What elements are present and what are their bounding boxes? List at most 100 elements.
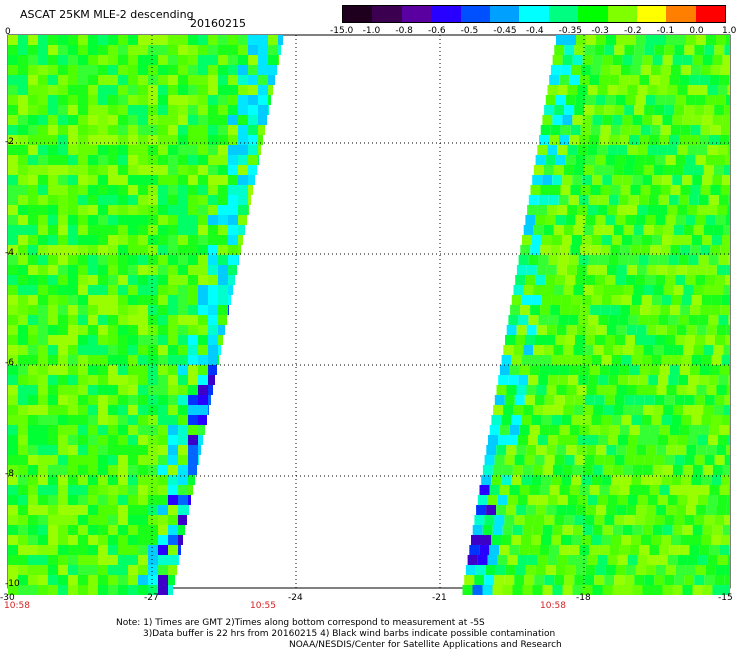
swath-cell	[198, 445, 201, 455]
swath-cell	[598, 85, 608, 95]
swath-cell	[647, 145, 657, 155]
swath-cell	[38, 185, 48, 195]
swath-cell	[138, 335, 148, 345]
swath-cell	[528, 315, 538, 325]
swath-cell	[617, 265, 627, 275]
swath-cell	[610, 485, 620, 495]
swath-cell	[68, 265, 78, 275]
swath-cell	[670, 485, 680, 495]
swath-cell	[715, 455, 725, 465]
swath-cell	[682, 175, 692, 185]
swath-cell	[118, 395, 128, 405]
swath-cell	[528, 495, 538, 505]
swath-cell	[168, 375, 178, 385]
swath-cell	[18, 235, 28, 245]
swath-cell	[618, 495, 628, 505]
swath-cell	[68, 305, 78, 315]
swath-cell	[198, 255, 208, 265]
swath-cell	[677, 385, 687, 395]
swath-cell	[651, 535, 661, 545]
swath-cell	[588, 375, 598, 385]
swath-cell	[564, 575, 574, 585]
swath-cell	[634, 225, 644, 235]
swath-cell	[716, 565, 726, 575]
swath-cell	[8, 505, 18, 515]
swath-cell	[616, 95, 626, 105]
swath-cell	[633, 55, 643, 65]
swath-cell	[118, 485, 128, 495]
swath-cell	[138, 415, 148, 425]
swath-cell	[218, 95, 228, 105]
swath-cell	[730, 485, 731, 495]
swath-cell	[48, 555, 58, 565]
swath-cell	[571, 415, 581, 425]
swath-cell	[198, 325, 208, 335]
swath-cell	[118, 475, 128, 485]
swath-cell	[651, 65, 661, 75]
swath-cell	[18, 185, 28, 195]
swath-cell	[683, 585, 693, 595]
swath-cell	[98, 455, 108, 465]
swath-cell	[525, 215, 535, 225]
swath-cell	[597, 265, 607, 275]
swath-cell	[496, 445, 506, 455]
swath-cell	[544, 285, 554, 295]
swath-cell	[675, 395, 685, 405]
swath-cell	[550, 305, 560, 315]
swath-cell	[68, 145, 78, 155]
swath-cell	[708, 555, 718, 565]
swath-cell	[591, 535, 601, 545]
swath-cell	[627, 265, 637, 275]
swath-cell	[138, 535, 148, 545]
swath-cell	[208, 395, 211, 405]
swath-cell	[622, 295, 632, 305]
swath-cell	[18, 495, 28, 505]
swath-cell	[18, 315, 28, 325]
swath-cell	[118, 285, 128, 295]
swath-cell	[58, 85, 68, 95]
swath-cell	[148, 75, 158, 85]
swath-cell	[711, 185, 721, 195]
swath-cell	[8, 165, 18, 175]
swath-cell	[218, 215, 228, 225]
swath-cell	[168, 515, 178, 525]
swath-cell	[98, 345, 108, 355]
swath-cell	[38, 515, 48, 525]
swath-cell	[108, 445, 118, 455]
swath-cell	[690, 305, 700, 315]
swath-cell	[544, 165, 554, 175]
swath-cell	[648, 495, 658, 505]
swath-cell	[38, 495, 48, 505]
swath-cell	[528, 435, 538, 445]
swath-cell	[605, 275, 615, 285]
swath-cell	[78, 585, 88, 595]
swath-cell	[571, 125, 581, 135]
swath-cell	[595, 335, 605, 345]
swath-cell	[98, 95, 108, 105]
swath-cell	[598, 555, 608, 565]
swath-cell	[672, 115, 682, 125]
swath-cell	[178, 485, 188, 495]
swath-cell	[98, 35, 108, 45]
swath-cell	[728, 495, 730, 505]
swath-cell	[28, 35, 38, 45]
swath-cell	[138, 105, 148, 115]
swath-cell	[8, 525, 18, 535]
swath-cell	[535, 455, 545, 465]
swath-cell	[88, 35, 98, 45]
swath-cell	[88, 185, 98, 195]
swath-cell	[8, 335, 18, 345]
swath-cell	[606, 155, 616, 165]
swath-cell	[108, 295, 118, 305]
swath-cell	[128, 355, 138, 365]
swath-cell	[78, 275, 88, 285]
swath-cell	[511, 535, 521, 545]
swath-cell	[592, 175, 602, 185]
swath-cell	[634, 105, 644, 115]
swath-cell	[652, 295, 662, 305]
swath-cell	[520, 305, 530, 315]
swath-cell	[18, 455, 28, 465]
swath-cell	[698, 375, 708, 385]
swath-cell	[683, 55, 693, 65]
swath-cell	[48, 55, 58, 65]
